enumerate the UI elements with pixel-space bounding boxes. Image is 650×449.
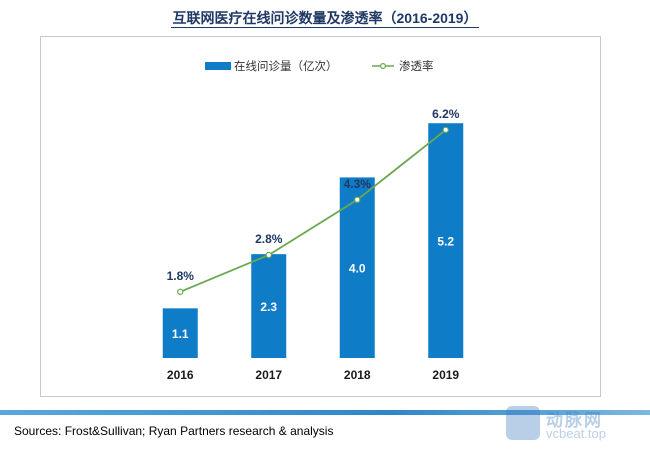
line-point-2018 bbox=[354, 196, 361, 204]
chart-title-text: 互联网医疗在线问诊数量及渗透率（2016-2019） bbox=[170, 10, 480, 28]
line-series-path bbox=[179, 129, 447, 293]
x-tick-label-2016: 2016 bbox=[167, 368, 194, 382]
bar-label-2019: 5.2 bbox=[437, 235, 454, 249]
line-label-2017: 2.8% bbox=[255, 232, 283, 246]
line-label-2016: 1.8% bbox=[167, 269, 195, 283]
watermark-line1: 动脉网 bbox=[546, 411, 603, 430]
bar-label-2017: 2.3 bbox=[260, 300, 277, 314]
legend-line-label: 渗透率 bbox=[399, 59, 434, 73]
footer-band bbox=[0, 410, 650, 415]
chart-frame bbox=[40, 36, 601, 397]
line-label-2018: 4.3% bbox=[344, 177, 372, 191]
watermark: 动脉网 vcbeat.top bbox=[500, 404, 640, 444]
chart-title: 互联网医疗在线问诊数量及渗透率（2016-2019） bbox=[0, 8, 650, 28]
bar-label-2018: 4.0 bbox=[349, 262, 366, 276]
line-point-2019 bbox=[442, 126, 449, 134]
vb-logo-icon bbox=[506, 406, 540, 440]
line-label-2019: 6.2% bbox=[432, 107, 460, 121]
bar-label-2016: 1.1 bbox=[172, 327, 189, 341]
legend-line-marker bbox=[380, 62, 387, 69]
x-tick-label-2018: 2018 bbox=[344, 368, 371, 382]
watermark-line2: vcbeat.top bbox=[546, 426, 606, 441]
x-tick-label-2019: 2019 bbox=[432, 368, 459, 382]
legend-bar-swatch bbox=[205, 62, 231, 70]
line-point-2017 bbox=[265, 251, 272, 259]
legend-bar-label: 在线问诊量（亿次） bbox=[234, 59, 338, 73]
bar-2016 bbox=[162, 308, 198, 358]
source-note: Sources: Frost&Sullivan; Ryan Partners r… bbox=[14, 424, 334, 438]
x-tick-label-2017: 2017 bbox=[255, 368, 282, 382]
bar-2019 bbox=[428, 123, 464, 358]
bar-2017 bbox=[251, 254, 287, 358]
line-point-2016 bbox=[177, 288, 184, 295]
